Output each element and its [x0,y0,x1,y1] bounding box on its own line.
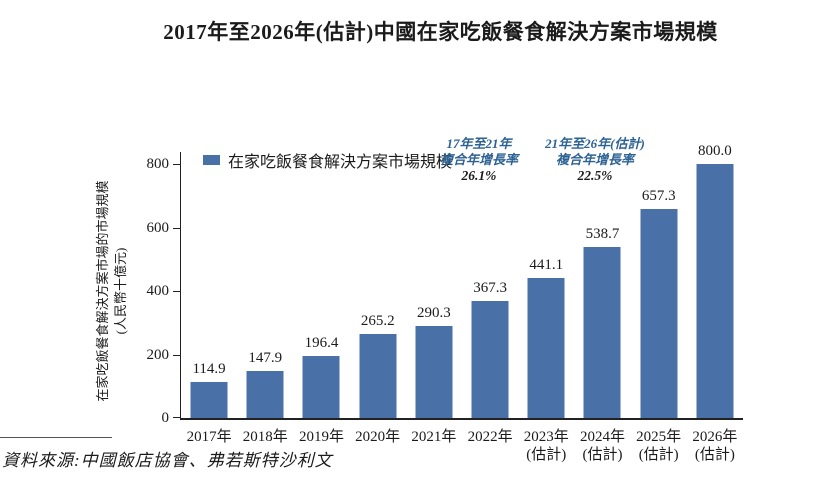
bar [246,371,284,418]
y-axis-label-line1: 在家吃飯餐食解決方案市場的市場規模 [95,180,110,402]
bar-chart: 在家吃飯餐食解決方案市場的市場規模 (人民幣十億元) 在家吃飯餐食解決方案市場規… [0,60,831,463]
bar [302,355,340,418]
bar [696,164,734,418]
bar-value-label: 441.1 [529,256,564,273]
y-axis-tick [173,227,180,229]
bar-column: 657.3 2025年 (估計) [631,164,687,463]
x-axis-category-label: 2026年 (估計) [692,429,738,463]
cagr-annotation-value: 26.1% [461,168,497,183]
cagr-annotation-2017-2021: 17年至21年 複合年增長率 26.1% [440,136,518,184]
plot-area: 在家吃飯餐食解決方案市場規模 17年至21年 複合年增長率 26.1% 21年至… [147,136,743,463]
bar-value-label: 265.2 [360,312,395,329]
cagr-annotation-2021-2026: 21年至26年(估計) 複合年增長率 22.5% [545,136,645,184]
bar-value-label: 367.3 [473,280,507,297]
bar-column: 800.0 2026年 (估計) [687,143,743,463]
bar-value-label: 538.7 [585,225,620,242]
cagr-annotation-caption: 複合年增長率 [555,152,635,167]
bar-column: 538.7 2024年 (估計) [574,164,630,463]
bar-column: 367.3 2022年 [462,164,518,445]
bar [359,333,397,418]
y-axis-line-cap [180,152,181,164]
bar-column: 441.1 2023年 (估計) [518,164,574,463]
y-axis-tick [173,164,180,165]
y-axis-tick-label: 600 [146,219,170,236]
y-axis-tick [173,417,180,418]
bar-value-label: 147.9 [248,350,283,367]
y-axis-tick-label: 400 [146,283,170,299]
bar-column: 196.4 2019年 [293,164,349,445]
bar-column: 114.9 2017年 [181,164,237,445]
cagr-annotation-caption: 複合年增長率 [439,152,519,167]
bar [190,381,228,418]
bar-value-label: 196.4 [304,334,339,351]
x-axis-category-label: 2018年 [242,429,288,445]
cagr-annotation-period: 21年至26年(估計) [545,136,645,151]
y-axis-tick [173,354,180,356]
bar [583,246,621,418]
bar-value-label: 800.0 [698,143,732,159]
cagr-annotation-period: 17年至21年 [446,136,512,151]
bar-column: 265.2 2020年 [350,164,406,445]
cagr-annotation-value: 22.5% [577,168,613,183]
x-axis-category-label: 2021年 [411,429,457,445]
source-note: 資料來源:中國飯店協會、弗若斯特沙利文 [2,451,333,470]
chart-title: 2017年至2026年(估計)中國在家吃飯餐食解決方案市場規模 [163,20,718,44]
bar [527,277,565,418]
bar-value-label: 657.3 [641,188,676,205]
x-axis-category-label: 2019年 [298,429,344,445]
bar-value-label: 114.9 [192,360,226,377]
y-axis-tick-label: 200 [146,346,170,363]
x-axis-category-label: 2025年 (估計) [636,429,682,463]
legend-color-swatch [203,155,220,165]
y-axis-tick-label: 0 [161,410,170,426]
source-divider [0,437,112,438]
bar [471,301,509,418]
legend: 在家吃飯餐食解決方案市場規模 [203,148,452,172]
x-axis-category-label: 2020年 [355,429,401,445]
x-axis-category-label: 2023年 (估計) [523,429,569,463]
bar [640,209,678,418]
bar [415,325,453,418]
bar-column: 147.9 2018年 [237,164,293,445]
bar-value-label: 290.3 [417,304,451,321]
x-axis-category-label: 2022年 [467,429,513,445]
legend-label: 在家吃飯餐食解決方案市場規模 [228,154,453,171]
x-axis-category-label: 2024年 (估計) [579,429,625,463]
x-axis-category-label: 2017年 [186,429,232,445]
y-axis-tick-label: 800 [146,156,170,172]
y-axis-tick [173,291,180,292]
bar-column: 290.3 2021年 [406,164,462,445]
